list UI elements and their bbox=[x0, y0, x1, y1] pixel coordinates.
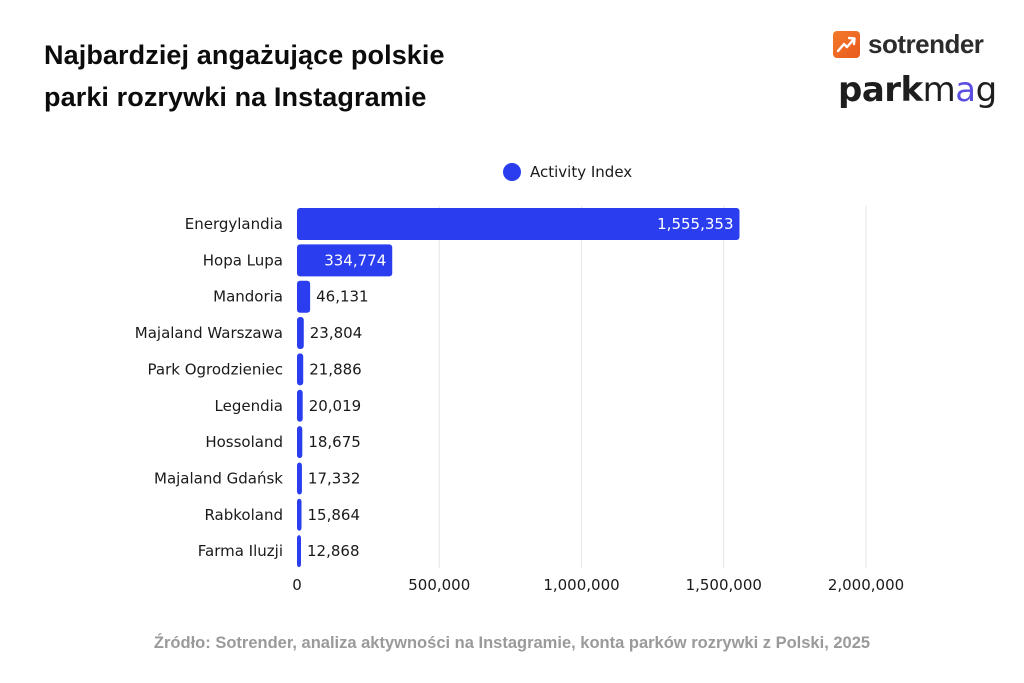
value-label: 334,774 bbox=[324, 251, 386, 269]
bar bbox=[297, 280, 311, 313]
chart-title-line-2: parki rozrywki na Instagramie bbox=[44, 82, 427, 112]
legend-label: Activity Index bbox=[530, 163, 633, 181]
value-label: 21,886 bbox=[309, 360, 362, 378]
bar bbox=[297, 389, 303, 422]
value-label: 17,332 bbox=[308, 469, 361, 487]
x-tick-label: 2,000,000 bbox=[828, 576, 904, 594]
source-note: Źródło: Sotrender, analiza aktywności na… bbox=[153, 634, 871, 652]
bar bbox=[297, 317, 304, 350]
bar bbox=[297, 498, 302, 531]
gridlines bbox=[438, 206, 867, 568]
category-label: Majaland Warszawa bbox=[135, 324, 283, 342]
category-label: Farma Iluzji bbox=[198, 542, 283, 560]
value-labels: 1,555,353 334,774 46,131 23,804 21,886 20,019… bbox=[307, 215, 733, 560]
parkmag-wordmark-a: a bbox=[955, 70, 976, 110]
category-label: Mandoria bbox=[213, 288, 283, 306]
value-label: 12,868 bbox=[307, 542, 360, 560]
x-tick-label: 1,500,000 bbox=[686, 576, 762, 594]
category-label: Hossoland bbox=[205, 433, 283, 451]
bar bbox=[297, 353, 304, 386]
bar bbox=[297, 208, 740, 240]
x-tick-label: 500,000 bbox=[408, 576, 470, 594]
value-label: 18,675 bbox=[308, 433, 361, 451]
legend-swatch bbox=[503, 163, 521, 181]
value-label: 46,131 bbox=[316, 288, 369, 306]
bar bbox=[297, 535, 301, 568]
bar bbox=[297, 426, 303, 459]
category-labels: Energylandia Hopa Lupa Mandoria Majaland Wa… bbox=[135, 215, 284, 560]
bars bbox=[297, 208, 740, 568]
category-label: Hopa Lupa bbox=[203, 251, 283, 269]
parkmag-logo: parkmag bbox=[838, 70, 997, 110]
x-tick-label: 1,000,000 bbox=[543, 576, 619, 594]
parkmag-wordmark-park: park bbox=[838, 70, 923, 110]
category-label: Rabkoland bbox=[204, 506, 283, 524]
category-label: Majaland Gdańsk bbox=[154, 469, 283, 487]
value-label: 1,555,353 bbox=[657, 215, 733, 233]
chart-title-line-1: Najbardziej angażujące polskie bbox=[44, 40, 445, 70]
x-axis-ticks: 0 500,000 1,000,000 1,500,000 2,000,000 bbox=[292, 576, 904, 594]
bar bbox=[297, 462, 302, 495]
x-tick-label: 0 bbox=[292, 576, 302, 594]
sotrender-wordmark: sotrender bbox=[868, 28, 984, 59]
value-label: 23,804 bbox=[310, 324, 363, 342]
chart-title: Najbardziej angażujące polskie parki roz… bbox=[44, 34, 445, 118]
category-label: Legendia bbox=[215, 397, 283, 415]
parkmag-wordmark-g: g bbox=[975, 70, 998, 110]
bar bbox=[297, 244, 393, 277]
chart-legend: Activity Index bbox=[503, 163, 632, 181]
trending-up-icon bbox=[833, 30, 860, 58]
parkmag-wordmark-m: m bbox=[922, 70, 956, 110]
category-label: Energylandia bbox=[185, 215, 283, 233]
sotrender-logo: sotrender bbox=[833, 28, 984, 59]
category-label: Park Ogrodzieniec bbox=[148, 360, 283, 378]
value-label: 20,019 bbox=[309, 397, 362, 415]
value-label: 15,864 bbox=[308, 506, 361, 524]
